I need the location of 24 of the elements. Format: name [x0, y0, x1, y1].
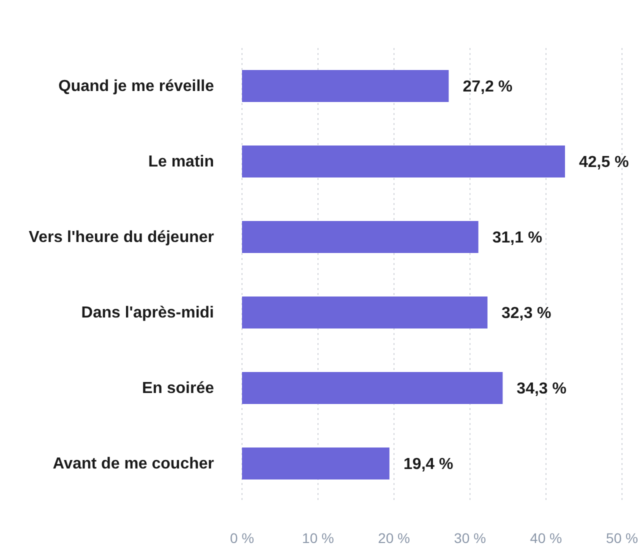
data-label: 42,5 % [579, 154, 629, 172]
data-label: 34,3 % [516, 380, 566, 398]
bar [242, 221, 478, 253]
x-tick-label: 40 % [530, 530, 562, 546]
x-tick-label: 0 % [230, 530, 254, 546]
data-label: 31,1 % [492, 230, 542, 247]
bar [242, 70, 449, 102]
y-tick-label: Le matin [148, 153, 214, 170]
x-tick-label: 50 % [606, 530, 638, 546]
y-tick-label: Vers l'heure du déjeuner [28, 228, 214, 246]
x-tick-label: 10 % [302, 530, 334, 546]
bar [242, 372, 503, 404]
bar [242, 146, 565, 178]
y-tick-label: Avant de me coucher [52, 455, 214, 472]
data-label: 32,3 % [501, 305, 552, 322]
x-tick-label: 30 % [454, 530, 486, 546]
bar [242, 448, 390, 480]
y-tick-label: Dans l'après-midi [81, 304, 214, 322]
x-tick-label: 20 % [378, 530, 410, 546]
y-tick-label: Quand je me réveille [58, 78, 214, 95]
y-tick-label: En soirée [142, 380, 214, 397]
data-label: 27,2 % [462, 78, 513, 96]
data-label: 19,4 % [403, 456, 454, 474]
bar [242, 296, 488, 328]
